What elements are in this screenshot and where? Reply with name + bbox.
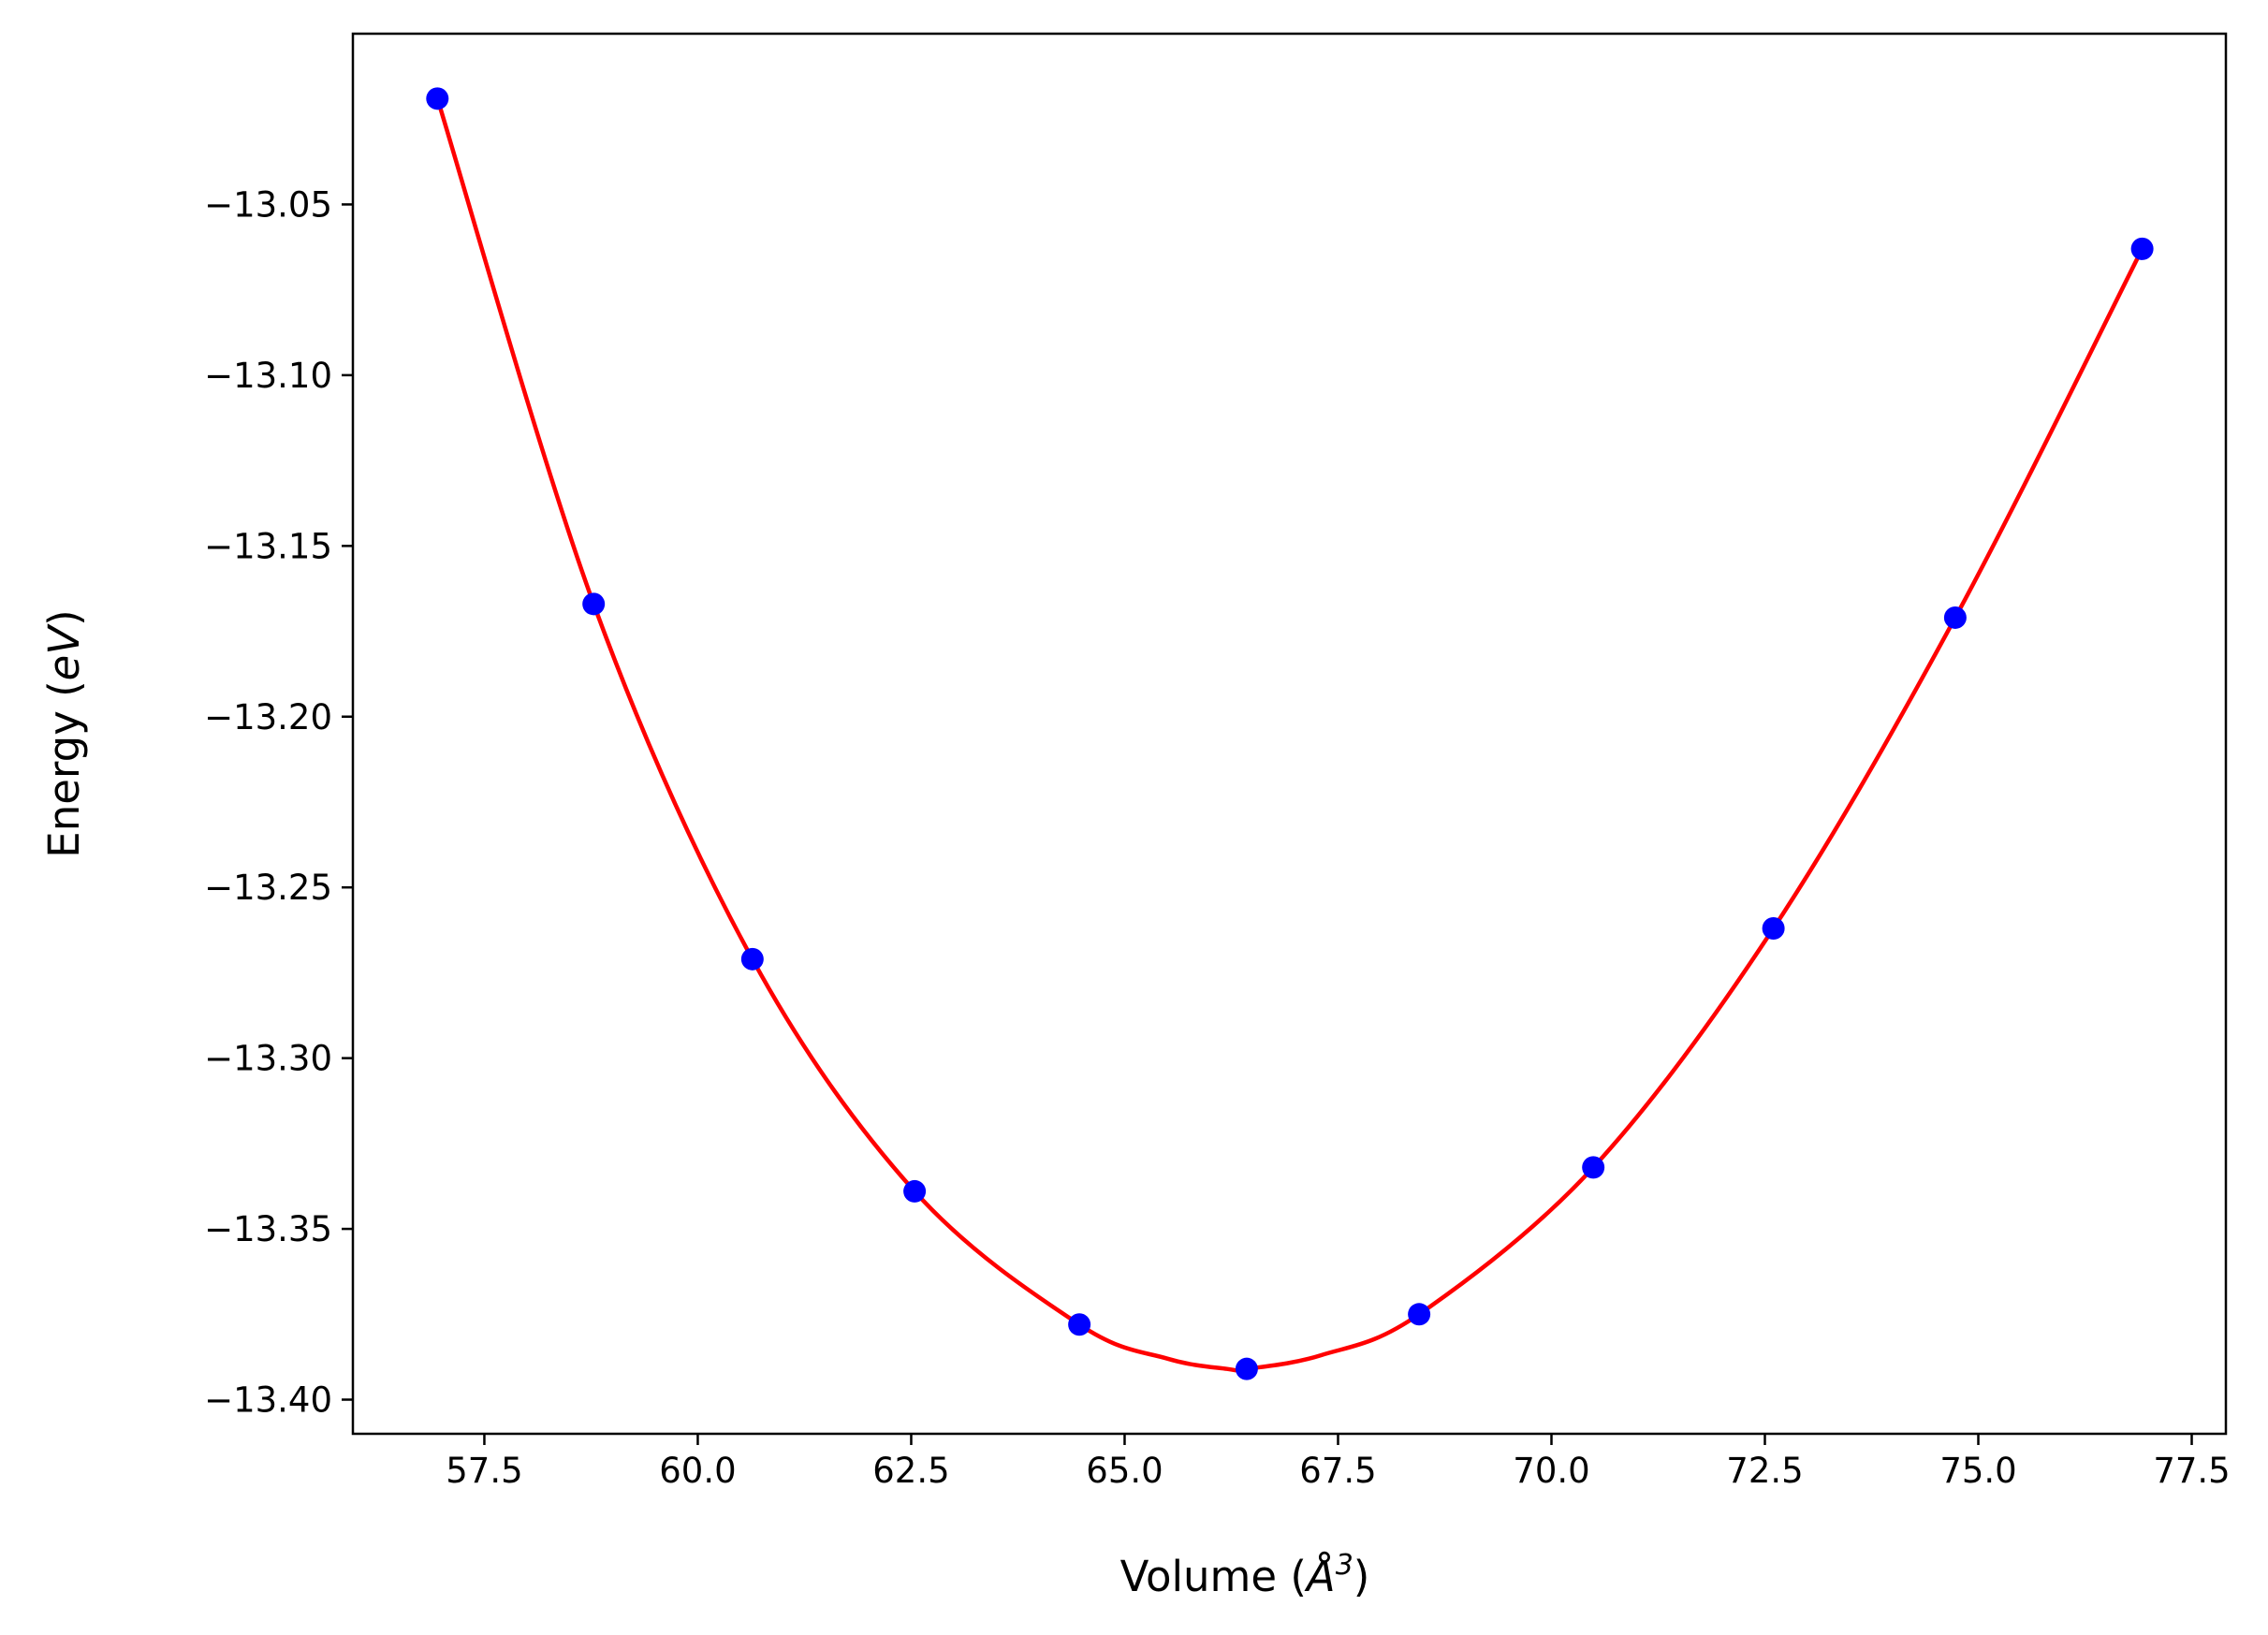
data-point: [2130, 237, 2154, 260]
x-axis-label: Volume (Å3): [1120, 1549, 1370, 1601]
y-tick-label: −13.10: [204, 356, 332, 396]
data-point: [740, 947, 764, 971]
x-tick-label: 67.5: [1299, 1451, 1376, 1491]
data-point: [1235, 1357, 1258, 1380]
plot-frame: [351, 32, 2228, 1436]
y-tick-label: −13.30: [204, 1039, 332, 1079]
plot-area: [426, 87, 2154, 1380]
axis-ticks: 57.5 60.0 62.5 65.0 67.5 70.0 72.5 75.0 77.5 −13.…: [204, 184, 2231, 1491]
y-tick-label: −13.15: [204, 526, 332, 566]
x-tick-label: 57.5: [446, 1451, 522, 1491]
y-tick-label: −13.05: [204, 184, 332, 225]
data-point: [1582, 1156, 1605, 1179]
x-tick-label: 70.0: [1513, 1451, 1589, 1491]
x-tick-label: 62.5: [872, 1451, 949, 1491]
y-tick-label: −13.20: [204, 697, 332, 737]
fit-curve-line: [435, 97, 2144, 1373]
data-point: [903, 1179, 927, 1203]
x-tick-label: 65.0: [1086, 1451, 1163, 1491]
x-tick-label: 75.0: [1939, 1451, 2016, 1491]
x-tick-label: 60.0: [659, 1451, 736, 1491]
y-tick-label: −13.40: [204, 1380, 332, 1421]
data-point: [1943, 606, 1967, 629]
x-tick-label: 77.5: [2153, 1451, 2230, 1491]
data-point: [582, 592, 606, 616]
data-point: [1068, 1313, 1091, 1336]
y-tick-label: −13.25: [204, 868, 332, 908]
data-point: [1762, 916, 1785, 940]
y-tick-label: −13.35: [204, 1209, 332, 1249]
x-tick-label: 72.5: [1726, 1451, 1803, 1491]
data-point: [426, 87, 449, 110]
y-axis-label: Energy (eV): [39, 609, 89, 857]
data-point: [1408, 1303, 1431, 1326]
